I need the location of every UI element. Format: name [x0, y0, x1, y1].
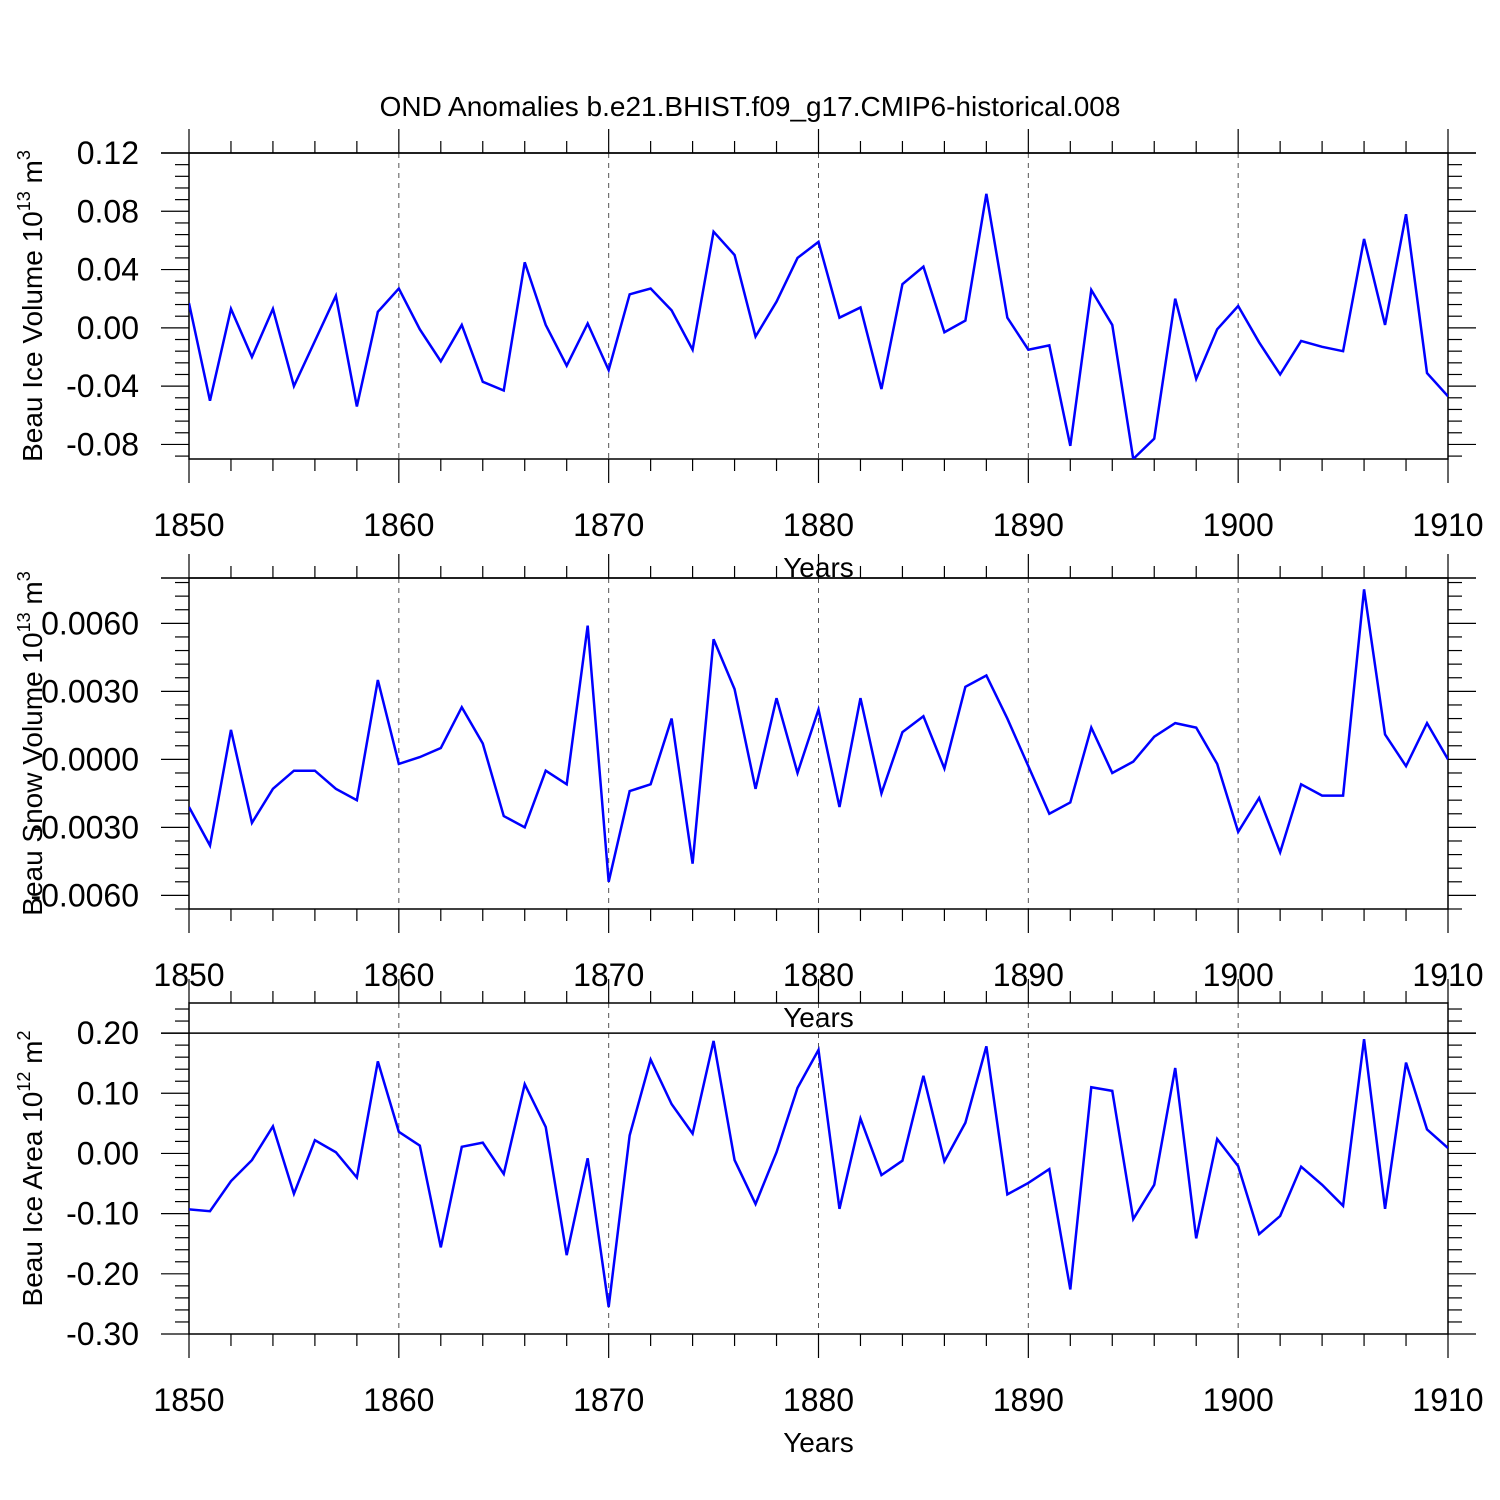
panel-1-x-tick-label: 1890 [993, 507, 1064, 543]
panel-3-y-axis-label-ylabel-unit: m [17, 1041, 48, 1072]
panel-2-y-tick-label: 0.0000 [41, 741, 139, 777]
panel-1-y-axis-label-ylabel-exponent: 13 [14, 191, 34, 211]
chart-title: OND Anomalies b.e21.BHIST.f09_g17.CMIP6-… [380, 91, 1121, 122]
panel-3-y-tick-label: -0.20 [66, 1256, 139, 1292]
panel-1-x-tick-label: 1850 [153, 507, 224, 543]
panel-3: 0.20 0.10 0.00 -0.10 -0.20 -0.30 1850 1860 1870 1… [14, 979, 1484, 1458]
panel-3-x-tick-label: 1890 [993, 1382, 1064, 1418]
panel-1-y-tick-label: 0.04 [77, 252, 139, 288]
panel-1-y-axis-label-ylabel-unit: m [17, 160, 48, 191]
panel-1-series-line [189, 193, 1448, 459]
panel-3-x-tick-label: 1860 [363, 1382, 434, 1418]
panel-3-y-tick-label: 0.20 [77, 1015, 139, 1051]
panel-1-x-tick-label: 1870 [573, 507, 644, 543]
panel-3-y-tick-label: 0.00 [77, 1135, 139, 1171]
panel-1-y-axis-label: Beau Ice Volume 1013 m3 [14, 150, 48, 462]
panel-3-x-tick-label: 1850 [153, 1382, 224, 1418]
panel-2-y-axis-label-ylabel-unit: m [17, 581, 48, 612]
panel-3-y-axis-label-ylabel: Beau Ice Area 10 [17, 1092, 48, 1307]
panel-2-y-tick-label: -0.0030 [30, 809, 139, 845]
panel-1-y-tick-label: 0.08 [77, 193, 139, 229]
panel-3-series-line [189, 1038, 1448, 1308]
panel-1-y-tick-label: -0.04 [66, 368, 139, 404]
panel-3-y-axis-label: Beau Ice Area 1012 m2 [14, 1031, 48, 1307]
panel-2-y-tick-label: 0.0030 [41, 673, 139, 709]
panel-3-x-tick-label: 1870 [573, 1382, 644, 1418]
panel-3-y-tick-label: -0.30 [66, 1316, 139, 1352]
panel-3-y-tick-label: -0.10 [66, 1196, 139, 1232]
chart-panels: 0.12 0.08 0.04 0.00 -0.04 -0.08 1850 1860 1870 18… [14, 129, 1484, 1458]
panel-2-y-tick-label: 0.0060 [41, 605, 139, 641]
panel-3-y-axis-label-ylabel-exponent: 12 [14, 1072, 34, 1092]
panel-1-y-axis-label-ylabel-unit-exponent: 3 [14, 150, 34, 160]
panel-1-x-tick-label: 1880 [783, 507, 854, 543]
panel-2-y-axis-label-ylabel-unit-exponent: 3 [14, 571, 34, 581]
panel-3-x-tick-label: 1880 [783, 1382, 854, 1418]
panel-3-x-axis-label: Years [783, 1427, 854, 1458]
panel-2-y-axis-label-ylabel: Beau Snow Volume 10 [17, 632, 48, 915]
panel-1-x-tick-label: 1900 [1203, 507, 1274, 543]
panel-3-x-tick-label: 1910 [1412, 1382, 1483, 1418]
panel-1-y-tick-label: 0.00 [77, 310, 139, 346]
panel-1-y-axis-label-ylabel: Beau Ice Volume 10 [17, 211, 48, 462]
panel-2-series-line [189, 589, 1448, 883]
panel-1-y-tick-label: -0.08 [66, 426, 139, 462]
panel-1-x-tick-label: 1860 [363, 507, 434, 543]
panel-3-y-tick-label: 0.10 [77, 1075, 139, 1111]
panel-1-x-tick-label: 1910 [1412, 507, 1483, 543]
panel-2-y-axis-label: Beau Snow Volume 1013 m3 [14, 571, 48, 915]
panel-1: 0.12 0.08 0.04 0.00 -0.04 -0.08 1850 1860 1870 18… [14, 129, 1484, 583]
panel-2-y-tick-label: -0.0060 [30, 877, 139, 913]
panel-3-x-tick-label: 1900 [1203, 1382, 1274, 1418]
panel-1-y-tick-label: 0.12 [77, 135, 139, 171]
panel-3-y-axis-label-ylabel-unit-exponent: 2 [14, 1031, 34, 1041]
panel-2-y-axis-label-ylabel-exponent: 13 [14, 612, 34, 632]
